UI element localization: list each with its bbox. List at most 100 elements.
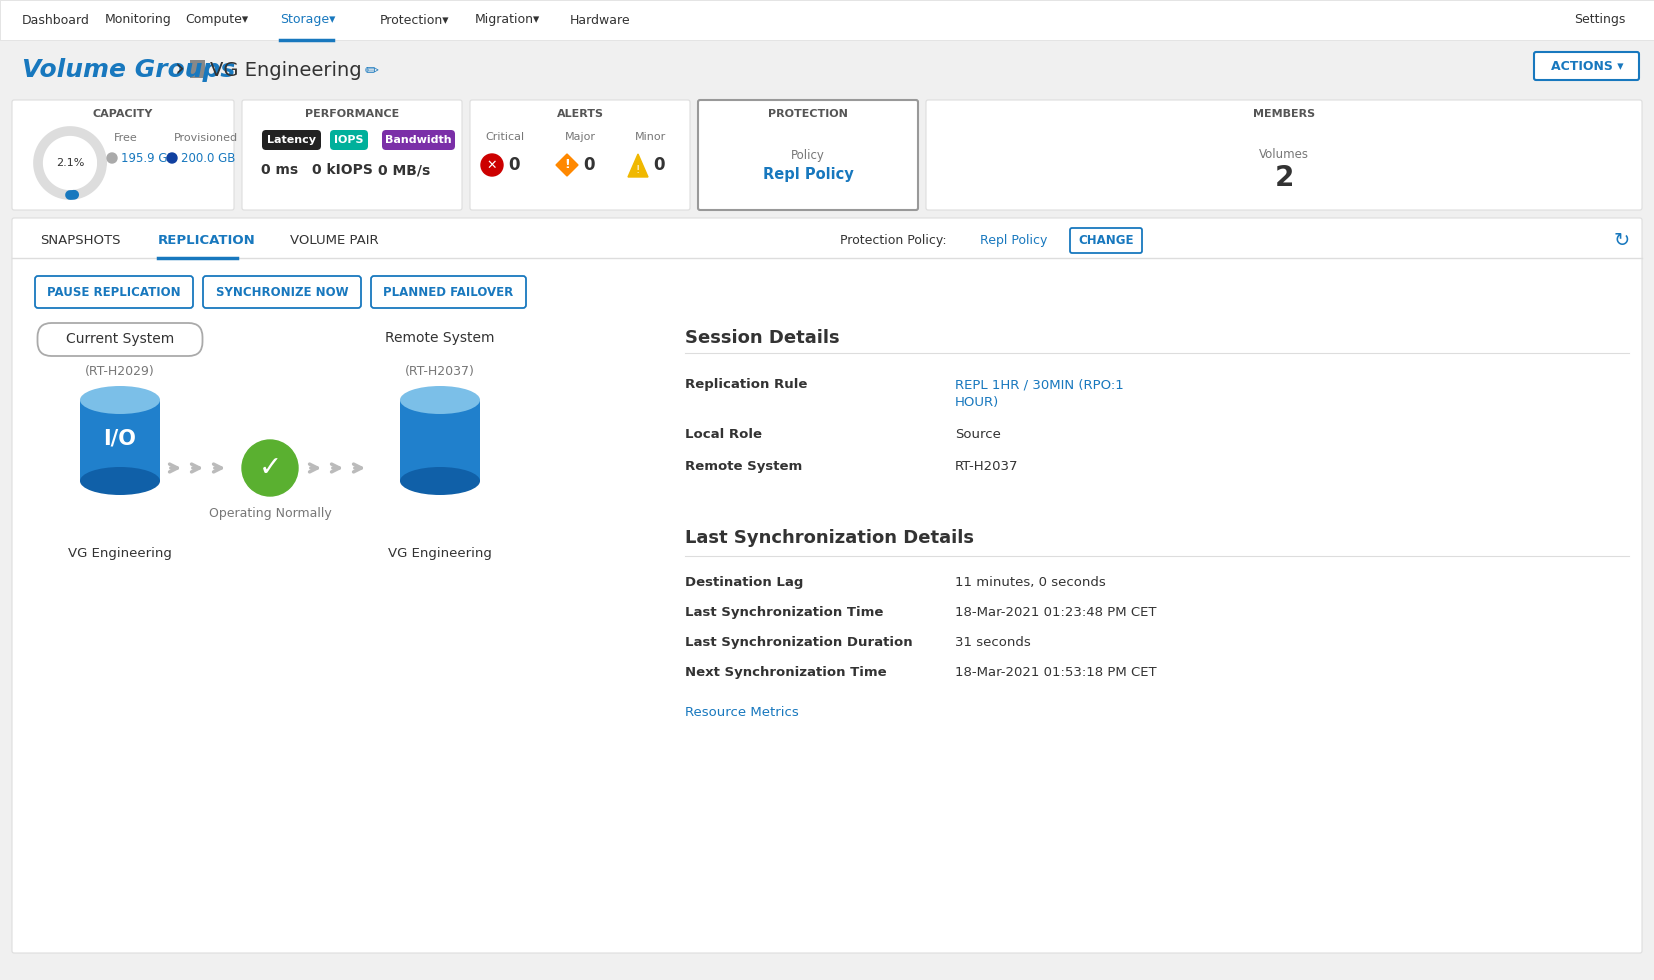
- FancyBboxPatch shape: [698, 100, 918, 210]
- Text: SNAPSHOTS: SNAPSHOTS: [40, 233, 121, 247]
- Text: Current System: Current System: [66, 332, 174, 346]
- Text: Latency: Latency: [266, 135, 316, 145]
- Text: HOUR): HOUR): [954, 396, 999, 409]
- Text: IOPS: IOPS: [334, 135, 364, 145]
- Text: ✓: ✓: [258, 454, 281, 482]
- Circle shape: [108, 153, 117, 163]
- Text: (RT-H2037): (RT-H2037): [405, 365, 475, 377]
- Text: 200.0 GB: 200.0 GB: [180, 152, 235, 165]
- Text: !: !: [564, 159, 571, 171]
- FancyBboxPatch shape: [1533, 52, 1639, 80]
- Bar: [190, 60, 205, 78]
- Text: 18-Mar-2021 01:53:18 PM CET: 18-Mar-2021 01:53:18 PM CET: [954, 666, 1156, 679]
- Text: Compute▾: Compute▾: [185, 14, 248, 26]
- Text: Major: Major: [564, 132, 595, 142]
- Polygon shape: [556, 154, 577, 176]
- Text: PAUSE REPLICATION: PAUSE REPLICATION: [48, 285, 180, 299]
- Text: CHANGE: CHANGE: [1078, 233, 1133, 247]
- Text: 2: 2: [1274, 164, 1293, 192]
- Text: REPL 1HR / 30MIN (RPO:1: REPL 1HR / 30MIN (RPO:1: [954, 378, 1123, 391]
- Bar: [79, 400, 160, 481]
- Ellipse shape: [400, 467, 480, 495]
- FancyBboxPatch shape: [203, 276, 361, 308]
- FancyBboxPatch shape: [331, 130, 367, 150]
- Text: 0: 0: [582, 156, 594, 174]
- Text: Resource Metrics: Resource Metrics: [685, 706, 799, 719]
- Text: 0 kIOPS: 0 kIOPS: [311, 163, 372, 177]
- Text: I/O: I/O: [104, 428, 136, 449]
- Text: Destination Lag: Destination Lag: [685, 576, 804, 589]
- FancyBboxPatch shape: [12, 100, 233, 210]
- Text: Last Synchronization Time: Last Synchronization Time: [685, 606, 883, 619]
- Text: PLANNED FAILOVER: PLANNED FAILOVER: [384, 285, 514, 299]
- Text: Minor: Minor: [635, 132, 665, 142]
- FancyBboxPatch shape: [35, 276, 194, 308]
- Text: ✏: ✏: [366, 61, 379, 79]
- Text: Volumes: Volumes: [1259, 149, 1308, 162]
- FancyBboxPatch shape: [12, 218, 1642, 953]
- FancyBboxPatch shape: [470, 100, 690, 210]
- Bar: [0, 0, 1654, 40]
- Bar: [0, 40, 1654, 100]
- Text: PERFORMANCE: PERFORMANCE: [304, 109, 399, 119]
- Text: Last Synchronization Details: Last Synchronization Details: [685, 529, 974, 547]
- Text: Session Details: Session Details: [685, 329, 840, 347]
- Text: ›: ›: [175, 58, 185, 82]
- FancyBboxPatch shape: [38, 323, 202, 356]
- FancyBboxPatch shape: [241, 100, 461, 210]
- Text: 2.1%: 2.1%: [56, 158, 84, 168]
- Text: ↻: ↻: [1614, 230, 1631, 250]
- Text: 0: 0: [653, 156, 665, 174]
- Text: Protection▾: Protection▾: [380, 14, 450, 26]
- Circle shape: [481, 154, 503, 176]
- Text: PROTECTION: PROTECTION: [767, 109, 849, 119]
- Text: 11 minutes, 0 seconds: 11 minutes, 0 seconds: [954, 576, 1107, 589]
- Text: SYNCHRONIZE NOW: SYNCHRONIZE NOW: [215, 285, 349, 299]
- Ellipse shape: [79, 386, 160, 414]
- Text: Critical: Critical: [485, 132, 524, 142]
- Text: Free: Free: [114, 133, 137, 143]
- Text: Repl Policy: Repl Policy: [762, 168, 853, 182]
- Text: Operating Normally: Operating Normally: [208, 507, 331, 519]
- Text: Volume Groups: Volume Groups: [22, 58, 235, 82]
- Text: MEMBERS: MEMBERS: [1254, 109, 1315, 119]
- Text: 195.9 GB: 195.9 GB: [121, 152, 175, 165]
- Text: !: !: [635, 165, 640, 175]
- Text: ALERTS: ALERTS: [556, 109, 604, 119]
- Text: 31 seconds: 31 seconds: [954, 636, 1030, 649]
- Text: Remote System: Remote System: [685, 460, 802, 473]
- Circle shape: [241, 440, 298, 496]
- FancyBboxPatch shape: [926, 100, 1642, 210]
- Text: Source: Source: [954, 428, 1001, 441]
- Text: Last Synchronization Duration: Last Synchronization Duration: [685, 636, 913, 649]
- Text: Policy: Policy: [791, 149, 825, 162]
- Text: Settings: Settings: [1575, 14, 1626, 26]
- Text: Next Synchronization Time: Next Synchronization Time: [685, 666, 887, 679]
- FancyBboxPatch shape: [1070, 228, 1141, 253]
- FancyBboxPatch shape: [370, 276, 526, 308]
- Text: Protection Policy:: Protection Policy:: [840, 233, 946, 247]
- Text: CAPACITY: CAPACITY: [93, 109, 154, 119]
- Text: Provisioned: Provisioned: [174, 133, 238, 143]
- Text: REPLICATION: REPLICATION: [159, 233, 256, 247]
- Text: Hardware: Hardware: [571, 14, 630, 26]
- Ellipse shape: [400, 386, 480, 414]
- Polygon shape: [629, 154, 648, 177]
- Circle shape: [167, 153, 177, 163]
- Text: 0: 0: [508, 156, 519, 174]
- Text: 0 ms: 0 ms: [261, 163, 299, 177]
- FancyBboxPatch shape: [382, 130, 455, 150]
- Text: VG Engineering: VG Engineering: [210, 61, 362, 79]
- Text: Remote System: Remote System: [385, 331, 495, 345]
- Text: RT-H2037: RT-H2037: [954, 460, 1019, 473]
- Text: Dashboard: Dashboard: [22, 14, 89, 26]
- Text: ✕: ✕: [486, 159, 498, 171]
- Text: VG Engineering: VG Engineering: [389, 547, 491, 560]
- Ellipse shape: [79, 467, 160, 495]
- Bar: [400, 400, 480, 481]
- Text: Storage▾: Storage▾: [280, 14, 336, 26]
- Text: Local Role: Local Role: [685, 428, 762, 441]
- Text: (RT-H2029): (RT-H2029): [84, 365, 155, 377]
- Text: Monitoring: Monitoring: [104, 14, 172, 26]
- Text: 18-Mar-2021 01:23:48 PM CET: 18-Mar-2021 01:23:48 PM CET: [954, 606, 1156, 619]
